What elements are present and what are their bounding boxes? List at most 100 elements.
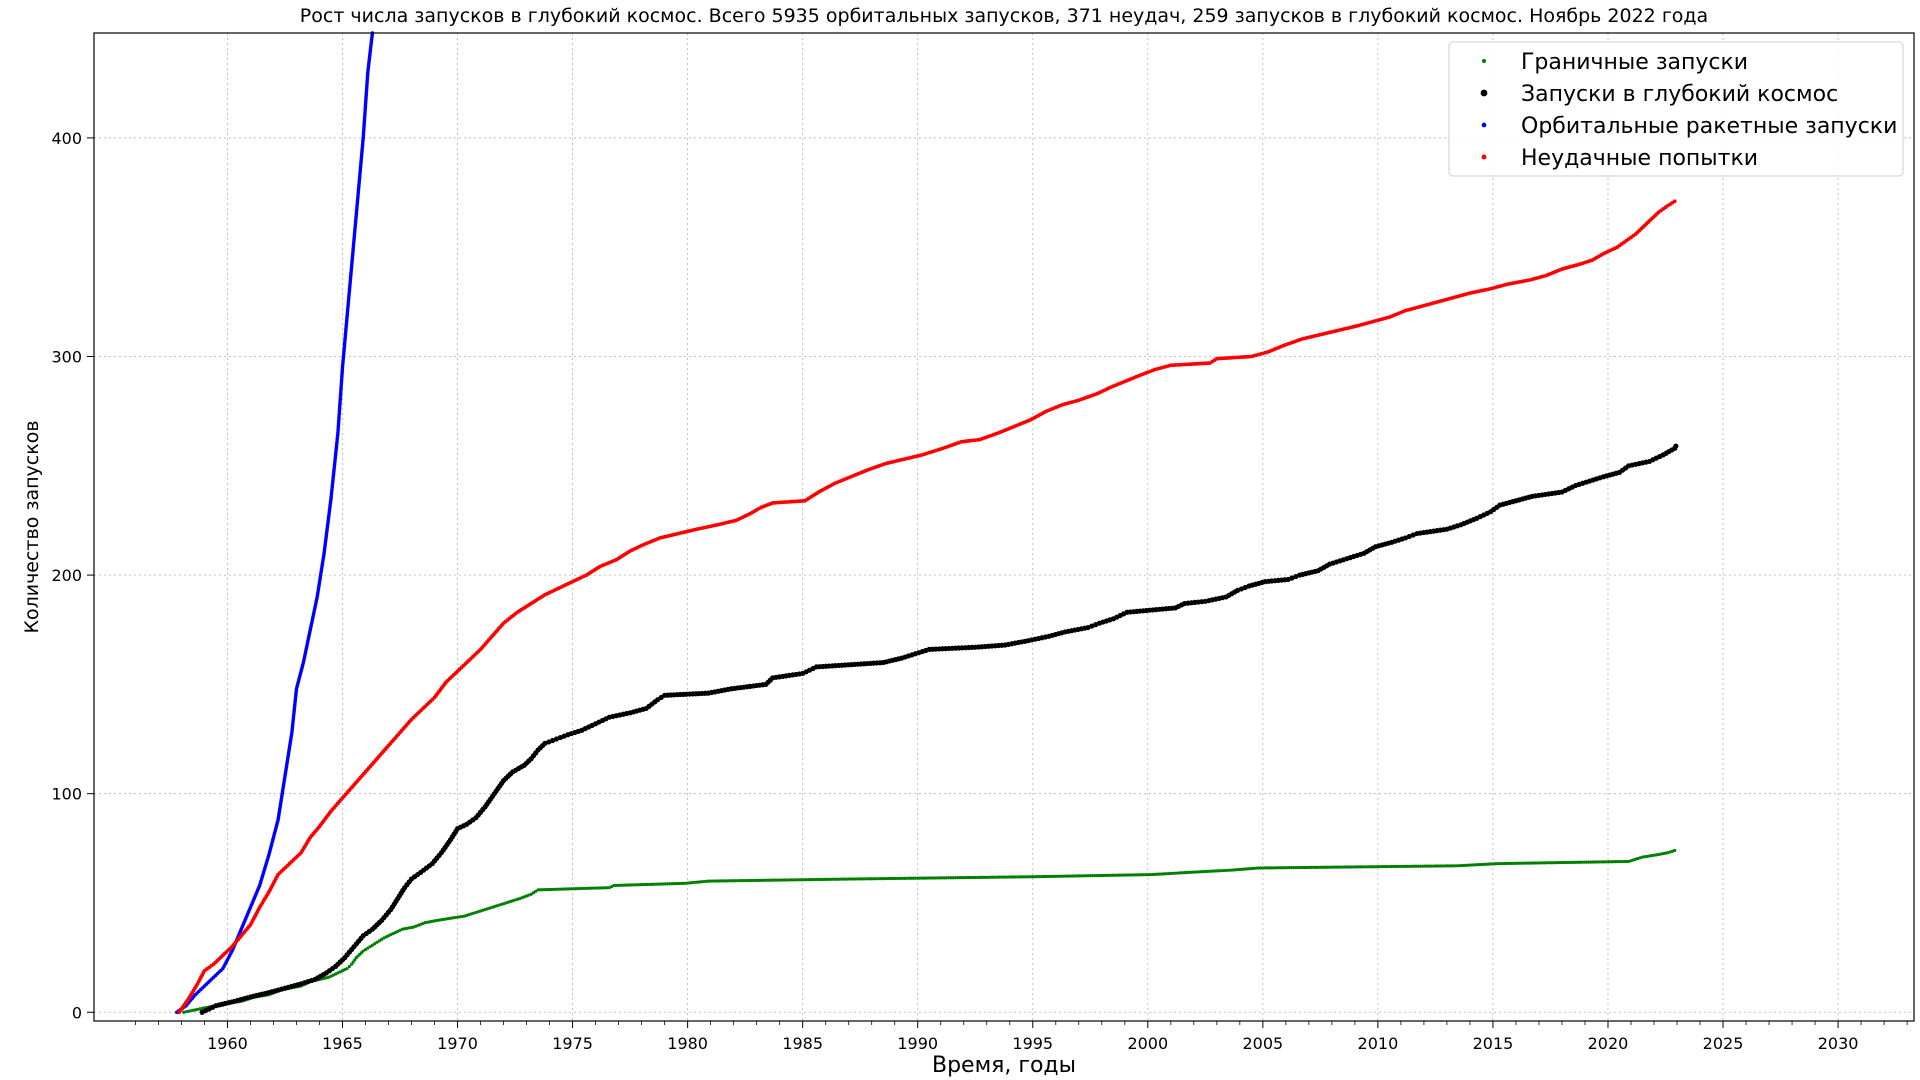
series-0-point [947, 876, 951, 880]
series-0-point [1106, 873, 1110, 877]
series-0-point [654, 882, 658, 886]
series-0-point [625, 883, 629, 887]
series-0-point [1068, 874, 1073, 878]
series-0-point [1102, 873, 1106, 878]
series-0-point [1062, 874, 1066, 878]
series-0-point [800, 878, 804, 882]
series-0-point [1398, 864, 1403, 869]
series-0-point [670, 882, 674, 886]
series-0-point [1491, 862, 1495, 866]
series-0-point [1564, 860, 1569, 865]
series-0-point [1438, 864, 1443, 868]
series-0-point [780, 878, 784, 882]
series-0-point [605, 886, 609, 890]
series-0-point [1385, 864, 1389, 869]
x-tick-label: 1990 [897, 1034, 938, 1053]
x-tick-label: 2020 [1588, 1034, 1629, 1053]
series-0-point [724, 879, 728, 883]
x-tick-label: 1965 [322, 1034, 363, 1053]
series-3 [177, 199, 1677, 1015]
series-0-point [887, 876, 891, 881]
x-tick-label: 1995 [1012, 1034, 1053, 1053]
series-0-point [1318, 865, 1323, 869]
series-0-point [769, 878, 773, 882]
series-0-point [1538, 861, 1542, 865]
series-0-point [1356, 865, 1360, 869]
series-0-point [1407, 864, 1412, 868]
series-0-point [569, 887, 574, 891]
series-0-point [567, 887, 571, 891]
series-0-point [984, 875, 988, 879]
x-tick-label: 2000 [1127, 1034, 1168, 1053]
legend-label: Орбитальные ракетные запуски [1521, 114, 1897, 139]
series-0-point [729, 879, 733, 883]
series-0-point [534, 889, 538, 893]
series-0-point [891, 876, 895, 881]
series-0-point [529, 892, 533, 896]
series-0-point [1272, 866, 1276, 870]
series-0-point [986, 875, 991, 879]
series-0-point [1489, 862, 1493, 866]
series-0-point [1254, 866, 1258, 870]
series-0-point [659, 882, 663, 886]
series-0-point [854, 877, 858, 881]
series-0-point [1540, 861, 1544, 865]
series-0-point [1624, 859, 1629, 864]
series-0-point [847, 877, 851, 881]
series-0-point [1412, 864, 1416, 868]
series-0-point [882, 876, 887, 881]
series-0-point [632, 883, 636, 887]
series-0-point [1082, 874, 1086, 878]
series-0-point [1544, 861, 1549, 865]
series-0-point [1463, 863, 1467, 867]
series-0-point [1443, 864, 1447, 868]
series-0-point [911, 876, 915, 880]
x-tick-label: 1985 [782, 1034, 823, 1053]
series-0-point [1124, 873, 1128, 877]
series-0-point [560, 887, 565, 891]
legend: Граничные запуски Запуски в глубокий косм… [1448, 41, 1904, 177]
series-0-point [1555, 861, 1560, 865]
series-0-point [368, 945, 372, 949]
series-0-point [1150, 872, 1155, 877]
series-0-point [1071, 874, 1075, 878]
series-0-point [1173, 871, 1178, 875]
series-0-point [802, 878, 806, 882]
series-0-point [978, 875, 982, 879]
series-0-point [1274, 866, 1278, 870]
series-0-point [1560, 860, 1564, 865]
series-0-point [1256, 866, 1260, 870]
series-0-point [672, 882, 676, 886]
series-0-point [1160, 872, 1164, 876]
series-0-point [796, 878, 800, 882]
series-0-point [955, 876, 960, 880]
series-0-point [1289, 866, 1294, 870]
series-0-point [1509, 861, 1513, 865]
series-0-point [1004, 875, 1008, 879]
series-0-point [829, 877, 833, 881]
series-0-point [809, 878, 813, 882]
series-0-point [735, 879, 739, 883]
series-0-point [1169, 871, 1173, 876]
series-0-point [1593, 860, 1597, 864]
series-0-point [636, 883, 641, 887]
series-0-point [1287, 866, 1291, 870]
series-0-point [549, 887, 554, 892]
series-0-point [1600, 860, 1604, 864]
series-0-point [822, 877, 827, 882]
series-0-point [1504, 861, 1509, 866]
series-0-point [1265, 866, 1269, 870]
series-0-point [751, 878, 755, 883]
series-0-point [1086, 874, 1090, 878]
series-0-point [1310, 865, 1314, 870]
series-0-point [1531, 861, 1535, 865]
series-0-point [1171, 871, 1175, 875]
series-0-point [1323, 865, 1327, 869]
legend-label: Граничные запуски [1521, 50, 1748, 75]
series-0-point [587, 886, 591, 890]
series-0-point [1294, 865, 1298, 870]
series-0-point [1370, 865, 1374, 869]
series-0-point [1345, 865, 1349, 869]
series-0-point [1189, 870, 1194, 874]
series-0-point [773, 878, 777, 882]
